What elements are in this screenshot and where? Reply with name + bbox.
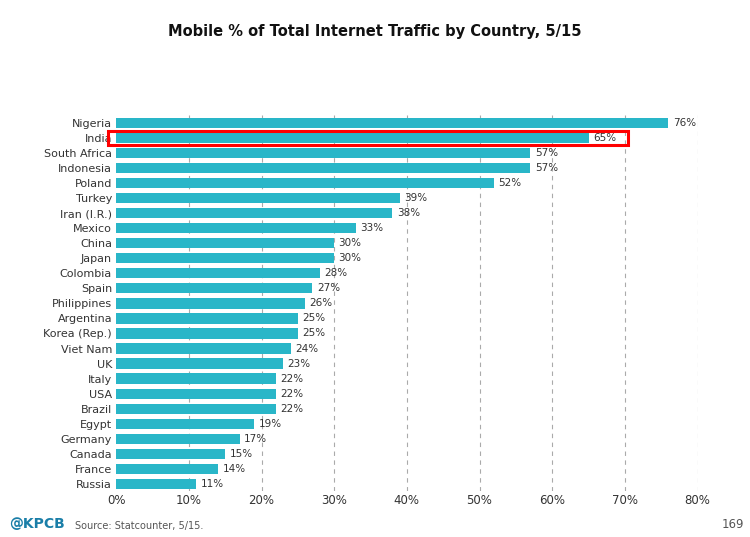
Text: 24%: 24% (295, 344, 318, 353)
Bar (116, 448, 225, 459)
Text: 33%: 33% (360, 223, 383, 233)
Bar (116, 328, 298, 339)
Bar (116, 358, 284, 369)
Text: @KPCB: @KPCB (9, 517, 64, 531)
Text: 169: 169 (722, 518, 744, 531)
Text: 30%: 30% (338, 238, 362, 248)
Bar (116, 268, 320, 279)
Text: 22%: 22% (280, 389, 304, 398)
Text: 22%: 22% (280, 404, 304, 413)
Text: 26%: 26% (310, 299, 333, 308)
Text: 38%: 38% (397, 208, 420, 218)
Text: 25%: 25% (302, 329, 326, 338)
Text: 76%: 76% (673, 118, 696, 128)
Bar (116, 178, 494, 188)
Text: 17%: 17% (244, 434, 267, 444)
Bar (116, 163, 530, 173)
Bar (107, 131, 628, 145)
Bar (116, 463, 218, 474)
Text: 30%: 30% (338, 253, 362, 263)
Bar (116, 403, 276, 414)
Bar (116, 133, 589, 143)
Text: 57%: 57% (535, 148, 558, 158)
Text: 28%: 28% (324, 268, 347, 278)
Bar (116, 418, 254, 429)
Bar (116, 433, 240, 444)
Text: Mobile % of Total Internet Traffic by Country, 5/15: Mobile % of Total Internet Traffic by Co… (168, 24, 582, 39)
Bar (116, 118, 668, 128)
Text: Mobile = 65% of India Internet Traffic...: Mobile = 65% of India Internet Traffic..… (15, 20, 433, 40)
Bar (116, 223, 356, 234)
Bar (116, 343, 291, 354)
Bar (116, 193, 400, 204)
Bar (116, 208, 392, 219)
Text: Source: Statcounter, 5/15.: Source: Statcounter, 5/15. (75, 520, 203, 531)
Bar (116, 148, 530, 158)
Text: 52%: 52% (499, 178, 521, 188)
Text: 11%: 11% (200, 479, 223, 489)
Text: 57%: 57% (535, 163, 558, 173)
Bar (116, 478, 196, 489)
Bar (116, 298, 305, 309)
Text: 22%: 22% (280, 374, 304, 383)
Text: 25%: 25% (302, 314, 326, 323)
Text: 27%: 27% (316, 284, 340, 293)
Text: More Mobilized vs. Most Other Countries: More Mobilized vs. Most Other Countries (15, 59, 447, 77)
Text: 39%: 39% (404, 193, 427, 203)
Text: 65%: 65% (592, 133, 616, 143)
Bar (116, 388, 276, 399)
Text: 14%: 14% (222, 464, 245, 474)
Bar (116, 253, 334, 264)
Text: 15%: 15% (230, 449, 253, 459)
Bar (116, 283, 313, 294)
Bar (116, 313, 298, 324)
Text: 23%: 23% (288, 359, 310, 368)
Bar (116, 373, 276, 384)
Text: 19%: 19% (259, 419, 282, 429)
Bar (116, 238, 334, 249)
